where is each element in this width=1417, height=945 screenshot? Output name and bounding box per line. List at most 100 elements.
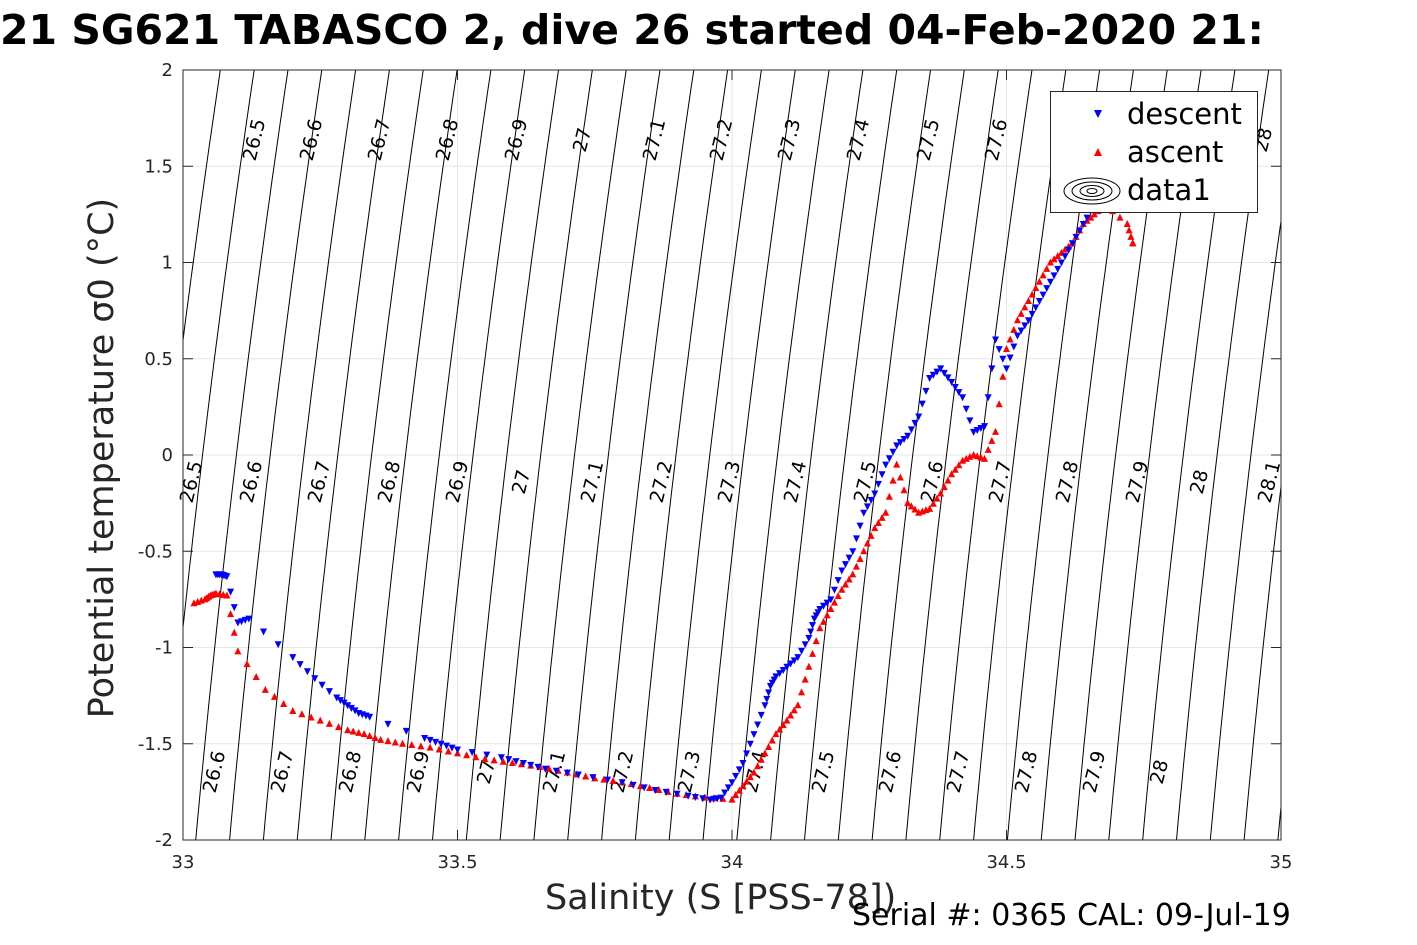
descent-point bbox=[765, 689, 773, 697]
descent-point bbox=[885, 455, 893, 463]
ascent-point bbox=[472, 753, 480, 761]
ascent-point bbox=[1050, 255, 1058, 263]
ascent-point bbox=[860, 547, 868, 555]
isopycnal-line bbox=[601, 70, 695, 840]
y-tick-label: 0 bbox=[162, 445, 173, 466]
ascent-point bbox=[271, 692, 278, 700]
isopycnal-label: 28 bbox=[1146, 757, 1173, 786]
ascent-point bbox=[223, 591, 231, 599]
ascent-point bbox=[838, 585, 846, 593]
descent-point bbox=[421, 734, 429, 742]
ascent-point bbox=[252, 673, 260, 681]
descent-point bbox=[845, 554, 853, 562]
ascent-point bbox=[1054, 252, 1062, 260]
descent-point bbox=[1046, 278, 1054, 286]
ascent-point bbox=[790, 706, 798, 714]
ascent-point bbox=[1017, 309, 1025, 317]
ascent-point bbox=[823, 611, 831, 619]
descent-point bbox=[999, 355, 1007, 363]
descent-point bbox=[830, 586, 838, 594]
x-axis-label: Salinity (S [PSS-78]) bbox=[545, 878, 897, 918]
ascent-point bbox=[735, 786, 743, 794]
ascent-point bbox=[849, 570, 857, 578]
isopycnal-label: 26.9 bbox=[501, 117, 533, 163]
ascent-point bbox=[981, 454, 989, 462]
ascent-point bbox=[399, 739, 407, 747]
ascent-point bbox=[863, 539, 871, 547]
ascent-point bbox=[1123, 220, 1131, 227]
descent-point bbox=[1032, 304, 1040, 312]
descent-point bbox=[1065, 246, 1073, 254]
descent-point bbox=[1083, 214, 1091, 222]
descent-point bbox=[787, 660, 795, 668]
descent-point bbox=[962, 405, 970, 413]
serial-cal-footer: Serial #: 0365 CAL: 09-Jul-19 bbox=[852, 898, 1291, 933]
ascent-point bbox=[801, 675, 809, 683]
descent-point bbox=[772, 673, 780, 681]
ascent-point bbox=[1003, 345, 1010, 353]
ascent-point bbox=[227, 610, 235, 618]
ascent-point bbox=[325, 719, 333, 727]
descent-point bbox=[1043, 285, 1051, 293]
isopycnal-label: 27.5 bbox=[913, 117, 945, 163]
descent-point bbox=[534, 763, 542, 771]
descent-point bbox=[955, 389, 963, 397]
descent-point bbox=[344, 702, 352, 710]
ascent-point bbox=[911, 505, 919, 513]
isopycnal-label: 26.6 bbox=[296, 117, 328, 163]
descent-point bbox=[790, 657, 798, 665]
ascent-point bbox=[999, 372, 1007, 380]
isopycnal-line bbox=[262, 70, 357, 840]
descent-point bbox=[1039, 291, 1047, 299]
descent-point bbox=[1010, 343, 1018, 351]
ascent-point bbox=[1006, 335, 1014, 343]
ascent-point bbox=[355, 728, 363, 736]
descent-point bbox=[336, 697, 344, 705]
descent-point bbox=[732, 772, 740, 780]
descent-point bbox=[805, 634, 813, 642]
isopycnal-label: 27.2 bbox=[706, 117, 738, 163]
descent-point bbox=[937, 365, 945, 373]
ascent-point bbox=[1129, 239, 1137, 247]
ascent-point bbox=[481, 755, 489, 763]
descent-point bbox=[347, 704, 355, 712]
isopycnal-line bbox=[1209, 217, 1281, 840]
descent-point bbox=[841, 561, 849, 569]
descent-point bbox=[739, 760, 747, 767]
isopycnal-label: 27.2 bbox=[646, 459, 678, 505]
descent-point bbox=[918, 400, 926, 408]
isopycnal-line bbox=[432, 70, 526, 840]
descent-point bbox=[721, 789, 729, 797]
ascent-point bbox=[995, 400, 1003, 408]
descent-point bbox=[735, 766, 743, 774]
ascent-point bbox=[882, 508, 890, 516]
descent-point bbox=[779, 666, 787, 674]
ascent-point bbox=[1028, 290, 1036, 298]
descent-point bbox=[1024, 317, 1032, 325]
legend-label-data1: data1 bbox=[1127, 173, 1211, 207]
descent-point bbox=[1057, 259, 1065, 267]
ascent-point bbox=[984, 445, 992, 453]
ascent-point bbox=[463, 751, 471, 759]
descent-point bbox=[1076, 227, 1084, 235]
descent-point bbox=[907, 426, 915, 434]
x-tick-label: 34 bbox=[721, 852, 744, 873]
ascent-point bbox=[856, 554, 864, 562]
ascent-point bbox=[750, 768, 758, 776]
ascent-point bbox=[783, 716, 791, 724]
ascent-point bbox=[1032, 284, 1040, 292]
descent-point bbox=[944, 374, 952, 382]
descent-point bbox=[915, 413, 923, 421]
descent-point bbox=[274, 641, 282, 649]
descent-point bbox=[838, 567, 846, 575]
descent-point bbox=[1006, 354, 1014, 362]
isopycnal-label: 27.3 bbox=[674, 749, 706, 795]
isopycnal-line bbox=[871, 70, 965, 840]
ascent-point bbox=[739, 782, 747, 790]
ascent-point bbox=[289, 707, 297, 715]
ascent-point bbox=[1061, 245, 1069, 253]
ascent-point bbox=[408, 741, 416, 749]
ascent-point bbox=[732, 791, 740, 799]
isopycnal-line bbox=[183, 70, 255, 633]
isopycnal-line bbox=[905, 70, 999, 840]
